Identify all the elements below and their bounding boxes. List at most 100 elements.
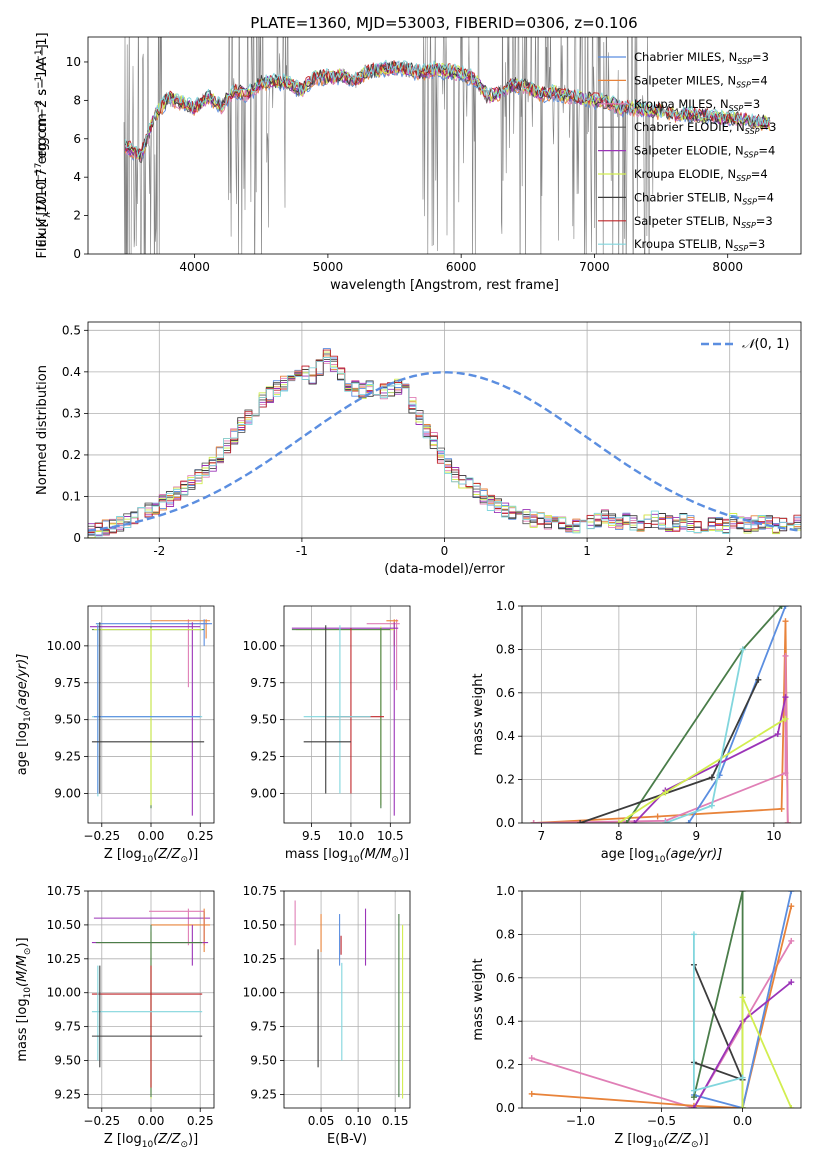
age-vs-metallicity-xlabel-part: (Z/Z (153, 847, 181, 862)
mass-vs-metallicity-point (149, 908, 205, 946)
residual-histogram-xtick-label: 2 (726, 544, 734, 558)
legend-entry-name: Kroupa MILES, N (634, 97, 729, 111)
histogram-step-kroupa-stelib (88, 357, 801, 537)
mass-weight-vs-metallicity-xtick-label: 0.0 (733, 1114, 752, 1128)
spectrum-ytick-label: 6 (73, 132, 81, 146)
residual-histogram-ytick-label: 0.3 (62, 406, 81, 420)
legend-entry-name: Salpeter ELODIE, N (634, 144, 744, 158)
mass-weight-vs-age-series-kroupa-elodie (618, 718, 786, 823)
age-vs-mass-xtick-label: 9.5 (302, 829, 321, 843)
age-vs-metallicity-ytick-label: 10.00 (47, 639, 81, 653)
age-vs-mass-ytick-label: 9.50 (250, 713, 277, 727)
age-vs-metallicity-point (89, 622, 201, 816)
mass-weight-vs-age-series-green (625, 606, 783, 823)
mass-vs-metallicity-ytick-label: 9.50 (54, 1054, 81, 1068)
legend-entry-sub: SSP (744, 151, 759, 160)
spectrum-xtick-label: 7000 (579, 260, 610, 274)
age-vs-mass-xlabel-part: ⊙ (391, 855, 399, 865)
spectrum-ylabel-part: s (35, 89, 50, 100)
mass-vs-ebv-ytick-label: 10.25 (243, 952, 277, 966)
mass-weight-vs-metallicity-plot-area (528, 891, 795, 1108)
legend-entry: Salpeter ELODIE, NSSP=4 (634, 144, 775, 160)
age-vs-mass-xtick-label: 10.5 (377, 829, 404, 843)
spectrum-xtick-label: 4000 (179, 260, 210, 274)
axes-frame (521, 890, 802, 1109)
legend-entry: Chabrier ELODIE, NSSP=3 (634, 120, 776, 136)
mass-weight-vs-metallicity-series-kroupa-elodie (741, 996, 793, 1108)
mass-weight-vs-metallicity-ytick-label: 1.0 (496, 884, 515, 898)
age-vs-metallicity-xlabel: Z [log10(Z/Z⊙)] (104, 847, 198, 865)
spectrum-ylabel-part: A (35, 63, 50, 76)
mass-weight-vs-age-plot-area (530, 606, 791, 823)
age-vs-mass-ytick-label: 9.00 (250, 786, 277, 800)
spectrum-axes: 4000 5000 6000 7000 8000 0 2 4 6 8 10 wavelength [A… (34, 32, 802, 293)
age-vs-mass-xlabel: mass [log10(M/M⊙)] (285, 847, 409, 865)
axes-frame (87, 605, 215, 824)
spectrum-ylabel-part: λ (35, 198, 50, 207)
age-vs-metallicity-ytick-label: 9.75 (54, 676, 81, 690)
mass-vs-metallicity-xlabel-part: )] (188, 1132, 198, 1147)
spectrum-ylabel-part: Flux [f (35, 205, 50, 246)
legend-entry: Kroupa STELIB, NSSP=3 (634, 237, 765, 253)
spectrum-ylabel-part: −17 (35, 168, 50, 195)
age-vs-metallicity-plot-area (89, 619, 213, 816)
age-vs-metallicity-point (95, 619, 213, 646)
age-vs-metallicity-ylabel-part: (age/yr)] (15, 654, 30, 711)
age-vs-metallicity-ytick-label: 9.00 (54, 786, 81, 800)
mass-vs-ebv-axes: 0.05 0.10 0.15 9.25 9.50 9.75 10.00 10.25 10.50 1… (243, 884, 411, 1147)
legend-entry-nssp: =4 (751, 167, 768, 181)
mass-vs-ebv-ytick-label: 10.00 (243, 986, 277, 1000)
mass-vs-metallicity-xtick-label: 0.25 (187, 1114, 214, 1128)
axes-frame (521, 605, 802, 824)
spectrum-ylabel-part: erg cm (35, 113, 50, 162)
mass-vs-metallicity-ytick-label: 10.00 (47, 986, 81, 1000)
age-vs-mass-xlabel-part: (M/M (360, 847, 392, 862)
mass-weight-vs-age-ytick-label: 0.0 (496, 816, 515, 830)
spectrum-model-kroupa-stelib (124, 59, 771, 158)
legend-entry-sub: SSP (729, 104, 744, 113)
mass-vs-metallicity-ylabel-part: ⊙ (23, 948, 33, 956)
spectrum-xtick-label: 6000 (446, 260, 477, 274)
mass-weight-vs-metallicity-ytick-label: 0.0 (496, 1101, 515, 1115)
age-vs-metallicity-xlabel-part: ⊙ (180, 855, 188, 865)
spectrum-xtick-label: 5000 (313, 260, 344, 274)
mass-vs-metallicity-xtick-label: −0.25 (83, 1114, 120, 1128)
spectrum-ylabel-part: A (35, 57, 50, 70)
histogram-legend: 𝒩(0, 1) (701, 337, 789, 352)
age-vs-metallicity-xtick-label: 0.00 (138, 829, 165, 843)
legend-entry-sub: SSP (737, 57, 752, 66)
mass-vs-metallicity-point (97, 931, 203, 1099)
spectrum-plot-area (123, 37, 771, 254)
age-vs-metallicity-xlabel-part: 10 (142, 855, 154, 865)
mass-vs-metallicity-ylabel-part: )] (15, 937, 30, 947)
mass-weight-vs-age-ylabel: mass weight (471, 673, 486, 755)
mass-vs-ebv-xtick-label: 0.15 (382, 1114, 409, 1128)
age-vs-metallicity-point (151, 619, 211, 639)
age-vs-mass-point (303, 625, 351, 794)
age-vs-mass-plot-area (291, 619, 400, 816)
mass-weight-vs-metallicity-axes: −1.0 −0.5 0.0 0.0 0.2 0.4 0.6 0.8 1.0 Z [log10(Z/… (471, 884, 802, 1150)
gaussian-legend-label-part: (0, 1) (754, 337, 789, 352)
axes-frame (87, 321, 802, 539)
age-vs-mass-xtick-label: 10.0 (338, 829, 365, 843)
mass-weight-vs-metallicity-series-kroupa-miles (531, 940, 793, 1108)
mass-vs-metallicity-ylabel: mass [log10(M/M⊙)] (15, 937, 33, 1061)
legend-entry-nssp: =3 (748, 237, 765, 251)
mass-vs-metallicity-ytick-label: 9.25 (54, 1087, 81, 1101)
mass-weight-vs-metallicity-ylabel: mass weight (471, 958, 486, 1040)
mass-vs-ebv-ytick-label: 9.25 (250, 1087, 277, 1101)
residual-histogram-xtick-label: -1 (296, 544, 308, 558)
mass-weight-vs-age-xlabel: age [log10(age/yr)] (601, 847, 723, 865)
age-vs-metallicity-point (93, 625, 201, 794)
spectrum-ytick-label: 0 (73, 247, 81, 261)
residual-histogram-ytick-label: 0.5 (62, 323, 81, 337)
legend-entry: Salpeter MILES, NSSP=4 (634, 73, 768, 89)
mass-weight-vs-age-xtick-label: 9 (693, 829, 701, 843)
mass-weight-vs-metallicity-xlabel-part: ⊙ (691, 1140, 699, 1150)
mass-weight-vs-age-xtick-label: 8 (615, 829, 623, 843)
legend-entry: Kroupa MILES, NSSP=3 (634, 97, 760, 113)
spectrum-ytick-label: 4 (73, 170, 81, 184)
spectrum-ylabel-part: −1 (34, 76, 44, 89)
mass-vs-metallicity-ylabel-part: (M/M (15, 955, 30, 987)
